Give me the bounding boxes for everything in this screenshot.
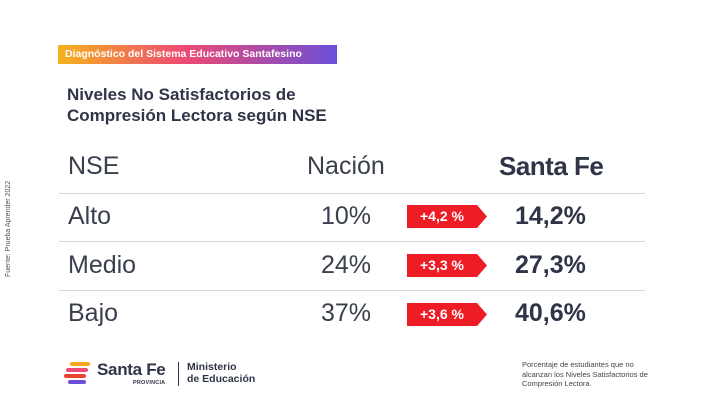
- diff-badge-label: +3,3 %: [420, 257, 464, 273]
- ministry-name: Ministerio de Educación: [187, 361, 255, 385]
- arrow-right-icon: [407, 254, 487, 277]
- arrow-right-icon: [407, 205, 487, 228]
- source-note: Fuente: Prueba Aprender 2022: [5, 180, 12, 277]
- row-divider: [59, 241, 645, 242]
- row-santa-fe-value: 14,2%: [515, 202, 586, 230]
- page-title: Niveles No Satisfactorios de Compresión …: [67, 84, 387, 126]
- report-tag: Diagnóstico del Sistema Educativo Santaf…: [58, 45, 337, 64]
- arrow-right-icon: [407, 303, 487, 326]
- diff-badge: +3,3 %: [407, 254, 487, 277]
- diff-badge-label: +3,6 %: [420, 306, 464, 322]
- header-santa-fe: Santa Fe: [499, 151, 604, 181]
- santa-fe-emblem-icon: [64, 362, 90, 384]
- row-nse-label: Medio: [68, 251, 137, 279]
- row-nacion-value: 37%: [320, 299, 371, 327]
- row-santa-fe-value: 27,3%: [515, 251, 586, 279]
- row-divider: [59, 193, 645, 194]
- logo-divider: [178, 362, 179, 386]
- row-nacion-value: 24%: [320, 251, 371, 279]
- row-nse-label: Bajo: [68, 299, 119, 327]
- diff-badge: +3,6 %: [407, 303, 487, 326]
- diff-badge: +4,2 %: [407, 205, 487, 228]
- title-line-1: Niveles No Satisfactorios de: [67, 85, 296, 104]
- row-santa-fe-value: 40,6%: [515, 299, 586, 327]
- ministry-line-1: Ministerio: [187, 361, 237, 373]
- footnote: Porcentaje de estudiantes que no alcanza…: [522, 360, 648, 388]
- row-nse-label: Alto: [68, 202, 112, 230]
- title-line-2: Compresión Lectora según NSE: [67, 106, 327, 125]
- diff-badge-label: +4,2 %: [420, 208, 464, 224]
- row-divider: [59, 290, 645, 291]
- header-nse: NSE: [68, 152, 120, 180]
- header-nacion: Nación: [307, 152, 385, 180]
- ministry-line-2: de Educación: [187, 373, 256, 385]
- row-nacion-value: 10%: [320, 202, 371, 230]
- logo-subtitle: PROVINCIA: [133, 380, 166, 386]
- logo-name: Santa Fe: [97, 360, 166, 379]
- santa-fe-logo: Santa Fe PROVINCIA Ministerio de Educaci…: [64, 360, 264, 388]
